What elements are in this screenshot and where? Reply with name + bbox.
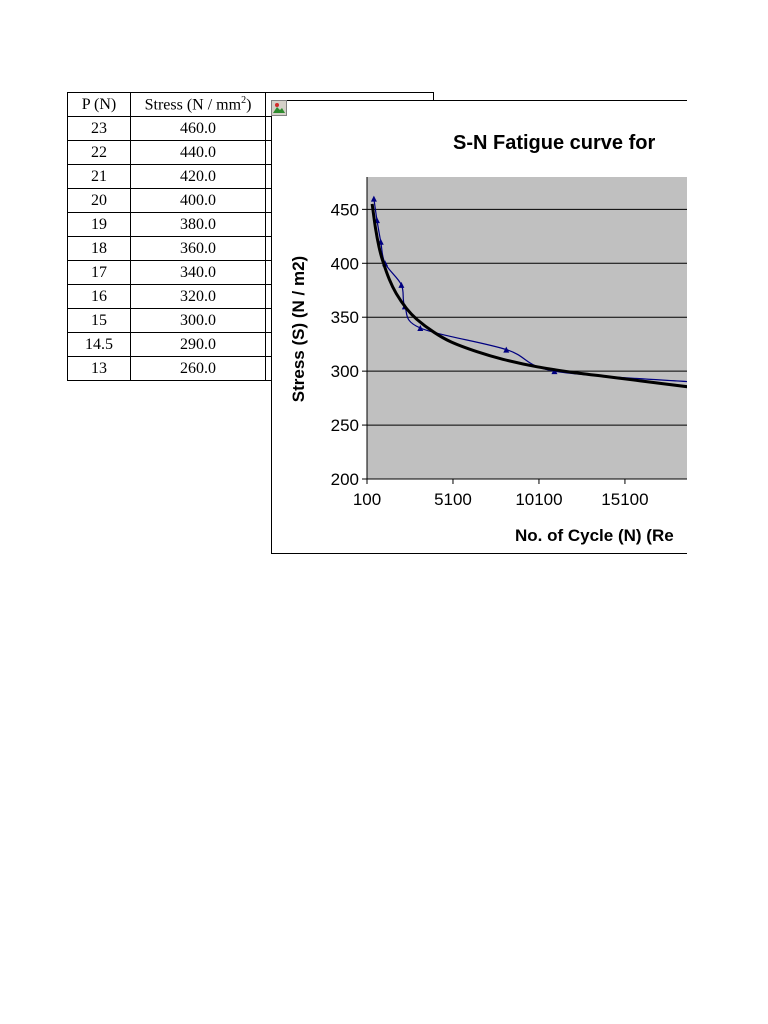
x-tick-label: 10100 <box>515 490 562 509</box>
y-tick-label: 350 <box>331 308 359 327</box>
tick-labels: 200250300350400450100510010100151002 <box>331 200 649 509</box>
header-stress-sup: 2 <box>241 94 247 106</box>
cell-stress: 260.0 <box>130 356 266 381</box>
grid-lines <box>367 208 687 426</box>
cell-load: 17 <box>67 260 131 285</box>
chart-title: S-N Fatigue curve for <box>453 132 655 154</box>
y-tick-label: 400 <box>331 254 359 273</box>
x-tick-label: 15100 <box>601 490 648 509</box>
cell-load: 22 <box>67 140 131 165</box>
cell-stress: 460.0 <box>130 116 266 141</box>
cell-stress: 300.0 <box>130 308 266 333</box>
y-axis-title: Stress (S) (N / m2) <box>289 256 308 402</box>
plot-area <box>367 177 687 479</box>
cell-load: 20 <box>67 188 131 213</box>
cell-stress: 320.0 <box>130 284 266 309</box>
cell-stress: 340.0 <box>130 260 266 285</box>
x-axis-title: No. of Cycle (N) (Re <box>515 526 674 545</box>
cell-stress: 360.0 <box>130 236 266 261</box>
data-point-marker <box>398 281 405 288</box>
cell-load: 18 <box>67 236 131 261</box>
cell-load: 19 <box>67 212 131 237</box>
chart-frame: S-N Fatigue curve for 200 250 300 350 400 450… <box>271 100 687 554</box>
cell-load: 21 <box>67 164 131 189</box>
cell-load: 14.5 <box>67 332 131 357</box>
x-tick-label: 5100 <box>434 490 472 509</box>
header-stress-text: Stress (N / mm <box>144 96 242 114</box>
cell-load: 16 <box>67 284 131 309</box>
cell-load: 23 <box>67 116 131 141</box>
cell-load: 13 <box>67 356 131 381</box>
data-point-marker <box>370 195 377 202</box>
axes <box>362 177 687 484</box>
broken-image-icon <box>271 100 287 116</box>
header-load: P (N) <box>67 92 131 117</box>
y-tick-label: 200 <box>331 470 359 489</box>
chart-svg: S-N Fatigue curve for 200 250 300 350 400 450… <box>289 132 687 545</box>
cell-load: 15 <box>67 308 131 333</box>
cell-stress: 380.0 <box>130 212 266 237</box>
data-point-marker <box>503 346 510 353</box>
data-point-marker <box>417 325 424 331</box>
y-tick-label: 450 <box>331 200 359 219</box>
header-stress-close: ) <box>246 96 252 114</box>
x-tick-label: 100 <box>353 490 381 509</box>
header-stress: Stress (N / mm2) <box>130 92 266 117</box>
trendline <box>370 203 687 389</box>
series-group <box>370 195 687 389</box>
cell-stress: 400.0 <box>130 188 266 213</box>
cell-stress: 440.0 <box>130 140 266 165</box>
y-tick-label: 300 <box>331 362 359 381</box>
cell-stress: 290.0 <box>130 332 266 357</box>
cell-stress: 420.0 <box>130 164 266 189</box>
y-tick-label: 250 <box>331 416 359 435</box>
